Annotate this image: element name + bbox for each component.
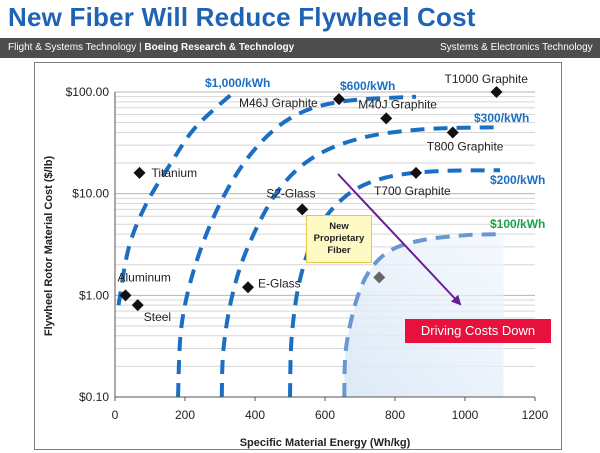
material-point-label: M40J Graphite (358, 97, 437, 111)
material-point-label: E-Glass (258, 276, 301, 290)
x-tick-label: 400 (245, 408, 265, 422)
cost-curve-label: $200/kWh (490, 173, 545, 187)
header-banner: Flight & Systems Technology | Boeing Res… (0, 38, 600, 58)
material-point-marker (133, 166, 146, 179)
material-point-marker (333, 93, 345, 106)
material-point-label: T800 Graphite (427, 139, 504, 153)
x-tick-label: 200 (175, 408, 195, 422)
x-tick-label: 0 (112, 408, 119, 422)
material-point-marker (380, 112, 393, 125)
driving-costs-callout: Driving Costs Down (405, 319, 551, 343)
material-point-marker (490, 86, 503, 98)
material-point-marker (119, 289, 132, 302)
x-tick-label: 1000 (452, 408, 479, 422)
x-axis-label: Specific Material Energy (Wh/kg) (240, 437, 411, 449)
banner-org: Flight & Systems Technology | (8, 42, 145, 53)
y-tick-label: $0.10 (79, 390, 109, 404)
slide-title: New Fiber Will Reduce Flywheel Cost (8, 2, 476, 32)
new-fiber-callout: New Proprietary Fiber (306, 215, 372, 263)
x-tick-label: 600 (315, 408, 335, 422)
cost-curve (116, 90, 236, 306)
material-point-label: T1000 Graphite (445, 72, 529, 86)
material-point-label: T700 Graphite (374, 184, 451, 198)
cost-curve-label: $300/kWh (474, 111, 529, 125)
new-fiber-region (344, 234, 504, 397)
material-point-marker (410, 166, 422, 179)
driving-costs-arrow (337, 173, 462, 306)
y-axis-label: Flywheel Rotor Material Cost ($/lb) (43, 156, 55, 337)
material-point-label: Titanium (152, 166, 198, 180)
y-tick-label: $1.00 (79, 288, 109, 302)
material-point-marker (242, 281, 254, 294)
axes: 0 200 400 600 800 1000 1200 $0.10 $1.00 $10.00 $10… (66, 85, 549, 422)
material-point-label: Steel (144, 310, 171, 324)
cost-curve-label: $600/kWh (340, 79, 395, 93)
material-point-label: S2-Glass (266, 186, 315, 200)
material-point-marker (446, 126, 459, 139)
cost-curve (219, 125, 501, 398)
x-tick-label: 1200 (522, 408, 549, 422)
cost-curve (176, 94, 417, 398)
banner-org-bold: Boeing Research & Technology (144, 42, 295, 53)
material-point-marker (296, 203, 309, 216)
banner-right: Systems & Electronics Technology (440, 42, 593, 53)
cost-curve-label: $1,000/kWh (205, 76, 270, 90)
material-point-marker (131, 299, 144, 312)
material-point-label: Aluminum (118, 270, 171, 284)
cost-curve (288, 168, 501, 398)
y-tick-label: $10.00 (72, 187, 109, 201)
new-fiber-marker (373, 271, 386, 284)
y-tick-label: $100.00 (66, 85, 110, 99)
material-point-label: M46J Graphite (239, 96, 318, 110)
x-tick-label: 800 (385, 408, 405, 422)
cost-curve-label: $100/kWh (490, 217, 545, 231)
cost-curves: $1,000/kWh $600/kWh $300/kWh $200/kWh $100/k… (116, 76, 545, 398)
banner-left: Flight & Systems Technology | Boeing Res… (8, 42, 294, 53)
material-points: Titanium Aluminum Steel E-Glass S2-Glass M46J… (118, 72, 529, 324)
cost-curve (342, 232, 504, 398)
